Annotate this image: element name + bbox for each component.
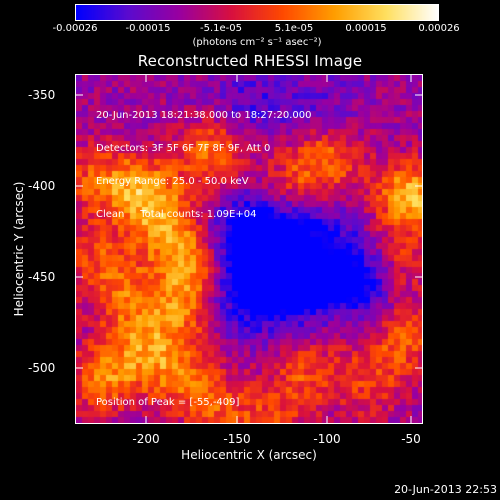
annotation-line-detectors: Detectors: 3F 5F 6F 7F 8F 9F, Att 0 <box>96 143 271 154</box>
y-tick-label: -500 <box>28 361 56 375</box>
heatmap-image <box>76 75 422 423</box>
x-tick-label: -150 <box>223 432 251 446</box>
annotation-line-energy: Energy Range: 25.0 - 50.0 keV <box>96 176 249 187</box>
colorbar-unit-label: (photons cm⁻² s⁻¹ asec⁻²) <box>192 37 322 48</box>
colorbar-tick: -0.00026 <box>52 23 98 34</box>
colorbar-tick: 0.00026 <box>418 23 460 34</box>
heatmap-plot-area: 20-Jun-2013 18:21:38.000 to 18:27:20.000… <box>75 74 423 424</box>
y-tick-label: -400 <box>28 179 56 193</box>
y-tick-label: -350 <box>28 88 56 102</box>
x-tick-label: -50 <box>401 432 421 446</box>
colorbar-tick: -0.00015 <box>125 23 171 34</box>
colorbar-tick: 5.1e-05 <box>274 23 314 34</box>
x-tick-label: -100 <box>313 432 341 446</box>
annotation-line-counts: Clean Total counts: 1.09E+04 <box>96 209 257 220</box>
chart-title: Reconstructed RHESSI Image <box>137 52 363 70</box>
peak-position-label: Position of Peak = [-55,-409] <box>96 397 240 408</box>
observation-annotation: 20-Jun-2013 18:21:38.000 to 18:27:20.000… <box>96 88 312 242</box>
x-axis-label: Heliocentric X (arcsec) <box>181 448 317 462</box>
y-axis-label: Heliocentric Y (arcsec) <box>12 181 26 317</box>
y-tick-label: -450 <box>28 270 56 284</box>
colorbar <box>75 4 439 21</box>
colorbar-tick: 0.00015 <box>345 23 387 34</box>
plot-timestamp: 20-Jun-2013 22:53 <box>394 483 497 496</box>
colorbar-tick: -5.1e-05 <box>200 23 242 34</box>
x-tick-label: -200 <box>132 432 160 446</box>
annotation-line-time: 20-Jun-2013 18:21:38.000 to 18:27:20.000 <box>96 110 312 121</box>
